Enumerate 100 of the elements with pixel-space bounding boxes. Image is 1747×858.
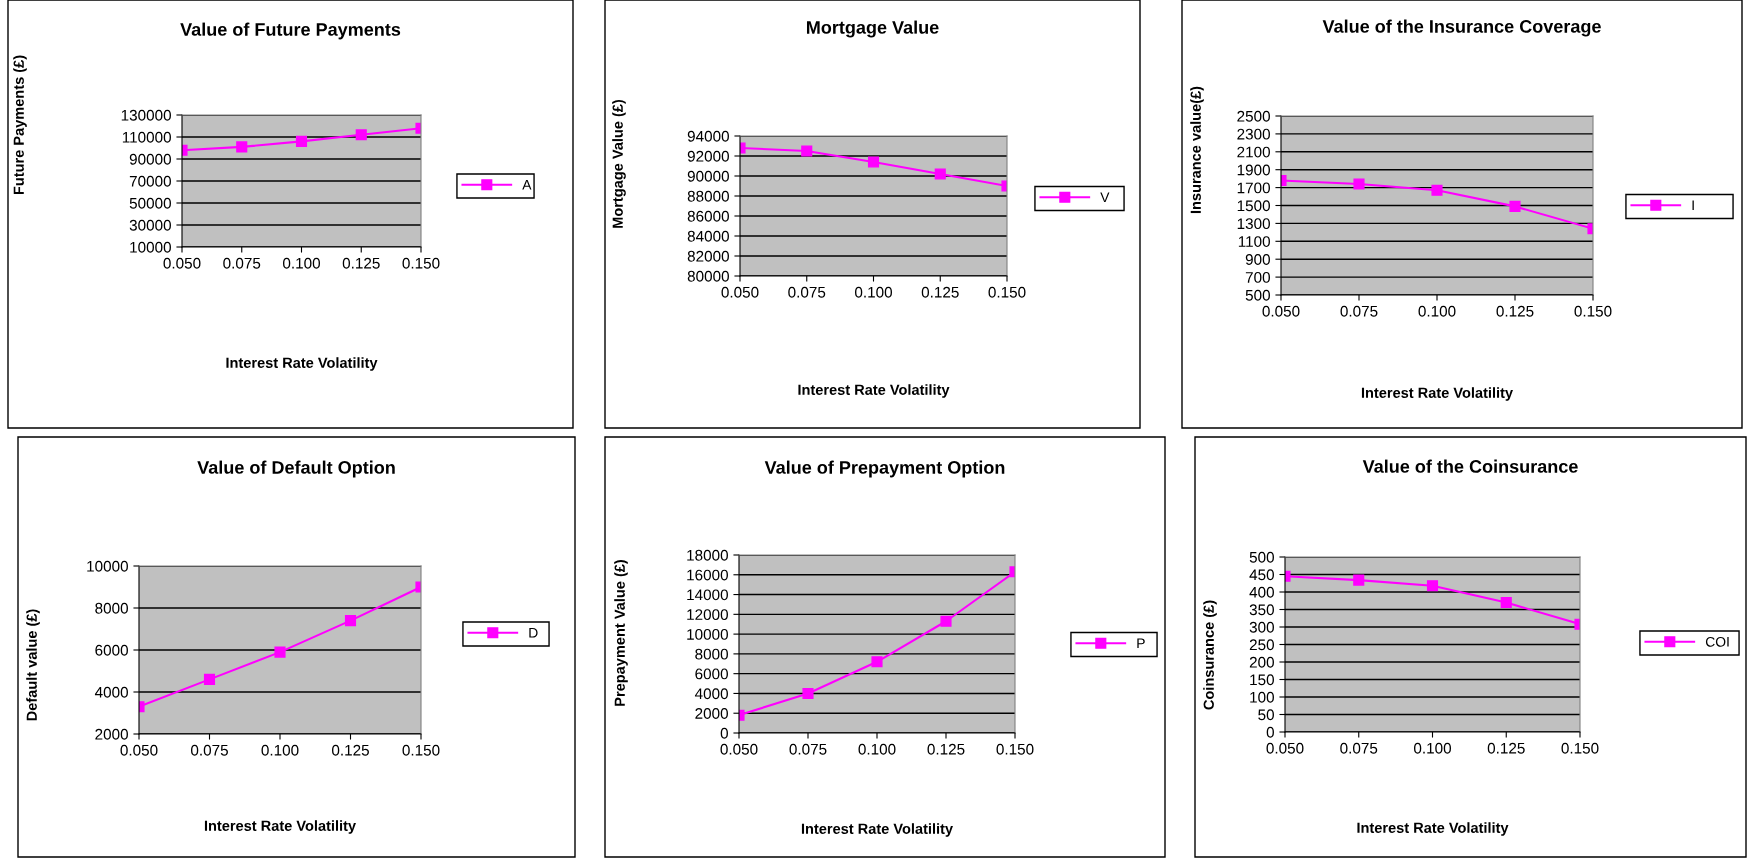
chart-title: Value of Prepayment Option [764,460,1005,478]
x-axis-title: Interest Rate Volatility [1361,387,1513,401]
point [934,168,946,180]
point [355,129,367,141]
point [1426,580,1439,592]
y-tick-label: 2000 [695,708,728,719]
x-tick-label: 0.100 [261,744,299,756]
x-tick-label: 0.100 [1418,305,1456,317]
x-tick-label: 0.125 [1496,305,1534,317]
y-tick-label: 250 [1249,639,1274,651]
y-tick-label: 4000 [94,686,128,698]
point [940,615,952,627]
legend-label: I [1692,200,1694,211]
x-tick-label: 0.050 [1262,305,1300,317]
point [274,646,286,658]
x-tick-label: 0.075 [1340,305,1378,317]
x-tick-label: 0.100 [858,743,896,755]
y-tick-label: 0 [1266,726,1274,738]
legend-label: D [529,628,538,638]
y-tick-label: 90000 [129,153,171,165]
x-axis-title: Interest Rate Volatility [798,384,950,398]
y-tick-label: 2500 [1237,110,1270,122]
y-tick-label: 82000 [687,250,729,262]
chart-title: Value of Future Payments [180,22,401,40]
y-tick-label: 1100 [1238,236,1270,247]
point [1353,178,1365,190]
x-tick-label: 0.150 [402,257,440,269]
point [867,156,880,168]
y-tick-label: 1500 [1237,200,1270,212]
y-tick-label: 8000 [695,648,728,660]
y-tick-label: 92000 [687,150,729,162]
y-tick-label: 350 [1249,604,1274,616]
x-tick-label: 0.075 [1340,742,1378,754]
x-tick-label: 0.075 [223,257,261,269]
y-tick-label: 700 [1245,271,1270,283]
y-tick-label: 94000 [687,130,729,142]
y-tick-label: 70000 [129,175,171,187]
chart-title: Mortgage Value [806,20,939,38]
y-tick-label: 500 [1249,551,1274,563]
y-tick-label: 10000 [87,560,128,572]
y-tick-label: 30000 [129,219,171,231]
x-tick-label: 0.075 [789,743,827,755]
y-tick-label: 300 [1249,621,1274,633]
y-tick-label: 84000 [687,230,729,242]
y-tick-label: 900 [1245,254,1270,265]
x-tick-label: 0.150 [988,286,1026,298]
x-axis-title: Interest Rate Volatility [204,820,356,834]
point [1431,184,1443,196]
y-tick-label: 50000 [129,197,171,209]
x-tick-label: 0.100 [282,257,321,269]
y-tick-label: 6000 [95,644,128,656]
x-tick-label: 0.150 [402,744,440,756]
x-tick-label: 0.125 [342,257,380,269]
point [1509,200,1521,212]
x-tick-label: 0.100 [1413,742,1452,754]
chart-title: Value of the Coinsurance [1362,459,1578,473]
y-axis-title: Prepayment Value (£) [614,559,628,706]
y-tick-label: 200 [1249,656,1274,668]
x-axis-title: Interest Rate Volatility [1357,822,1509,836]
point [236,141,248,153]
chart-title: Value of the Insurance Coverage [1322,19,1601,37]
x-tick-label: 0.050 [120,744,158,756]
y-tick-label: 14000 [687,589,728,601]
x-tick-label: 0.150 [1574,305,1612,317]
y-tick-label: 12000 [687,609,728,621]
x-tick-label: 0.050 [163,257,201,269]
x-tick-label: 0.100 [854,286,893,298]
y-tick-label: 450 [1249,569,1274,581]
point [344,615,357,627]
chart-title: Value of Default Option [197,460,395,478]
y-tick-label: 18000 [687,549,728,561]
y-tick-label: 1700 [1237,182,1270,194]
y-axis-title: Coinsurance (£) [1203,600,1217,710]
y-tick-label: 500 [1245,289,1270,301]
x-axis-title: Interest Rate Volatility [801,823,953,837]
y-tick-label: 50 [1258,709,1274,721]
y-tick-label: 1900 [1237,164,1270,176]
y-tick-label: 8000 [95,602,128,614]
point [295,135,308,147]
legend-label: P [1137,638,1145,649]
y-tick-label: 0 [720,727,728,739]
y-tick-label: 10000 [687,628,728,640]
y-axis-title: Mortgage Value (£) [612,99,626,228]
y-tick-label: 16000 [687,569,728,581]
point [802,687,814,700]
y-tick-label: 86000 [687,210,729,222]
y-tick-label: 150 [1250,674,1274,686]
x-tick-label: 0.125 [331,744,369,756]
x-tick-label: 0.050 [1266,742,1304,754]
x-tick-label: 0.125 [927,743,965,755]
x-tick-label: 0.075 [190,744,228,756]
y-tick-label: 400 [1249,586,1274,598]
y-axis-title: Future Payments (£) [13,55,27,195]
y-tick-label: 2300 [1237,128,1270,140]
x-tick-label: 0.125 [921,286,959,298]
point [801,145,813,157]
y-tick-label: 1300 [1237,218,1270,230]
legend-label: A [522,180,532,190]
y-tick-label: 6000 [695,668,728,680]
y-tick-label: 110000 [122,131,171,143]
